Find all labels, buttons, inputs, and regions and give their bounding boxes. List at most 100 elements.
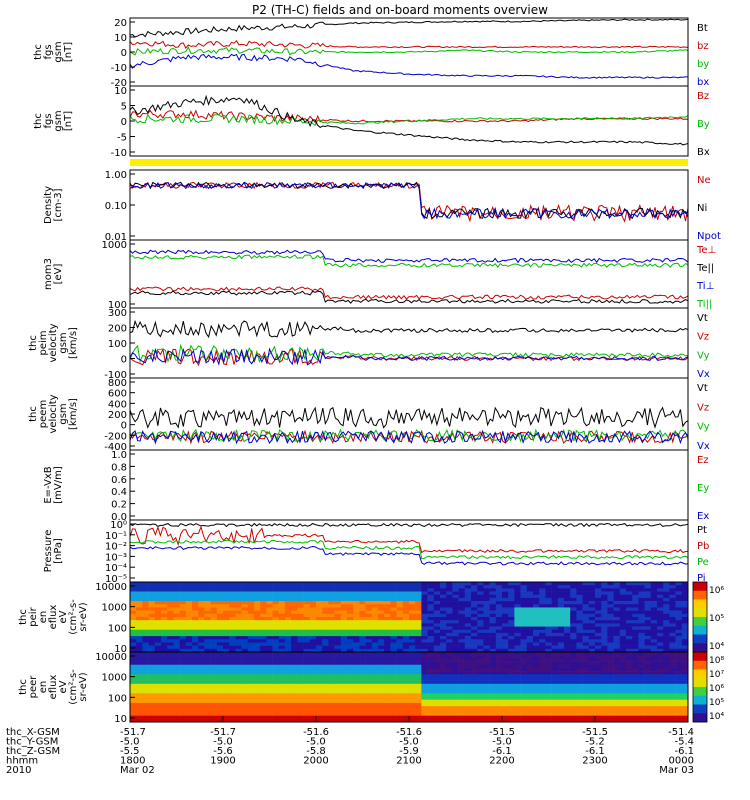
spectrogram-cell <box>130 664 137 669</box>
spectrogram-cell <box>533 623 540 627</box>
spectrogram-cell <box>229 601 236 605</box>
spectrogram-cell <box>650 597 658 602</box>
spectrogram-cell <box>576 594 583 599</box>
spectrogram-cell <box>489 674 497 678</box>
spectrogram-cell <box>371 715 379 720</box>
spectrogram-cell <box>396 667 404 672</box>
spectrogram-cell <box>564 680 571 685</box>
spectrogram-cell <box>588 709 596 713</box>
spectrogram-cell <box>359 588 366 592</box>
spectrogram-cell <box>359 597 366 602</box>
spectrogram-cell <box>626 702 633 707</box>
spectrogram-cell <box>316 626 323 631</box>
spectrogram-cell <box>421 648 428 653</box>
spectrogram-cell <box>328 601 335 605</box>
spectrogram-cell <box>192 642 199 646</box>
y-axis-label: mom3[eV] <box>43 258 64 290</box>
spectrogram-cell <box>266 642 273 646</box>
x-tick-value: -51.6 <box>396 727 422 738</box>
spectrogram-cell <box>595 648 602 653</box>
spectrogram-cell <box>254 715 261 720</box>
spectrogram-cell <box>210 648 218 653</box>
spectrogram-cell <box>644 680 652 685</box>
y-tick-label: 10000 <box>95 652 127 663</box>
spectrogram-cell <box>272 687 280 691</box>
spectrogram-cell <box>557 597 565 602</box>
spectrogram-cell <box>588 607 596 611</box>
y-tick-label: 10000 <box>95 582 127 593</box>
spectrogram-cell <box>557 699 565 704</box>
spectrogram-cell <box>378 702 385 707</box>
spectrogram-cell <box>378 613 385 618</box>
spectrogram-cell <box>148 677 156 681</box>
spectrogram-cell <box>613 613 621 618</box>
spectrogram-cell <box>533 680 540 685</box>
spectrogram-cell <box>371 674 379 678</box>
spectrogram-cell <box>322 604 329 608</box>
spectrogram-cell <box>657 601 664 605</box>
spectrogram-cell <box>198 655 205 659</box>
spectrogram-cell <box>185 652 193 656</box>
spectrogram-cell <box>365 658 373 662</box>
spectrogram-cell <box>576 620 583 624</box>
spectrogram-cell <box>204 655 211 659</box>
spectrogram-cell <box>272 706 280 710</box>
spectrogram-cell <box>241 588 249 592</box>
spectrogram-cell <box>254 706 261 710</box>
spectrogram-cell <box>260 652 267 656</box>
spectrogram-cell <box>607 655 614 659</box>
spectrogram-cell <box>316 652 323 656</box>
spectrogram-cell <box>613 658 621 662</box>
y-tick-label: 10 <box>114 644 127 655</box>
spectrogram-cell <box>390 702 397 707</box>
spectrogram-cell <box>415 639 422 643</box>
spectrogram-cell <box>278 718 286 723</box>
spectrogram-cell <box>322 664 329 669</box>
spectrogram-cell <box>378 680 385 685</box>
spectrogram-cell <box>142 591 149 596</box>
spectrogram-cell <box>446 693 453 697</box>
spectrogram-cell <box>229 683 236 688</box>
spectrogram-cell <box>291 604 298 608</box>
spectrogram-cell <box>142 620 149 624</box>
spectrogram-cell <box>254 667 261 672</box>
spectrogram-cell <box>291 626 298 631</box>
spectrogram-cell <box>557 623 565 627</box>
spectrogram-cell <box>198 642 205 646</box>
spectrogram-cell <box>576 674 583 678</box>
spectrogram-cell <box>229 677 236 681</box>
spectrogram-cell <box>551 620 559 624</box>
legend-entry: Vx <box>697 369 710 380</box>
spectrogram-cell <box>613 693 621 697</box>
spectrogram-cell <box>328 626 335 631</box>
spectrogram-cell <box>514 696 521 701</box>
spectrogram-cell <box>675 617 683 621</box>
spectrogram-cell <box>179 591 187 596</box>
spectrogram-cell <box>502 699 509 704</box>
spectrogram-cell <box>359 582 366 586</box>
spectrogram-cell <box>681 591 689 596</box>
spectrogram-cell <box>539 706 546 710</box>
spectrogram-cell <box>384 699 391 704</box>
spectrogram-cell <box>272 680 280 685</box>
spectrogram-cell <box>167 582 174 586</box>
spectrogram-cell <box>272 667 280 672</box>
spectrogram-cell <box>427 674 435 678</box>
spectrogram-cell <box>297 645 304 650</box>
spectrogram-cell <box>489 718 497 723</box>
spectrogram-cell <box>452 709 459 713</box>
spectrogram-cell <box>340 642 348 646</box>
spectrogram-cell <box>303 652 311 656</box>
spectrogram-cell <box>353 613 360 618</box>
spectrogram-cell <box>185 680 193 685</box>
spectrogram-cell <box>198 636 205 640</box>
spectrogram-cell <box>508 693 515 697</box>
spectrogram-cell <box>198 610 205 615</box>
spectrogram-cell <box>254 623 261 627</box>
spectrogram-cell <box>557 709 565 713</box>
spectrogram-cell <box>663 702 670 707</box>
spectrogram-cell <box>223 693 230 697</box>
spectrogram-cell <box>551 652 559 656</box>
spectrogram-cell <box>464 613 472 618</box>
spectrogram-cell <box>409 632 416 637</box>
